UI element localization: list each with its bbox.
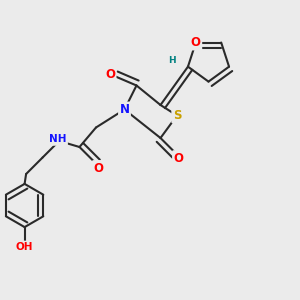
Text: H: H xyxy=(168,56,175,65)
Text: S: S xyxy=(173,109,181,122)
Text: O: O xyxy=(93,161,103,175)
Text: NH: NH xyxy=(49,134,67,145)
Text: OH: OH xyxy=(16,242,33,252)
Text: O: O xyxy=(173,152,184,165)
Text: O: O xyxy=(105,68,115,82)
Text: N: N xyxy=(119,103,130,116)
Text: O: O xyxy=(191,36,201,49)
